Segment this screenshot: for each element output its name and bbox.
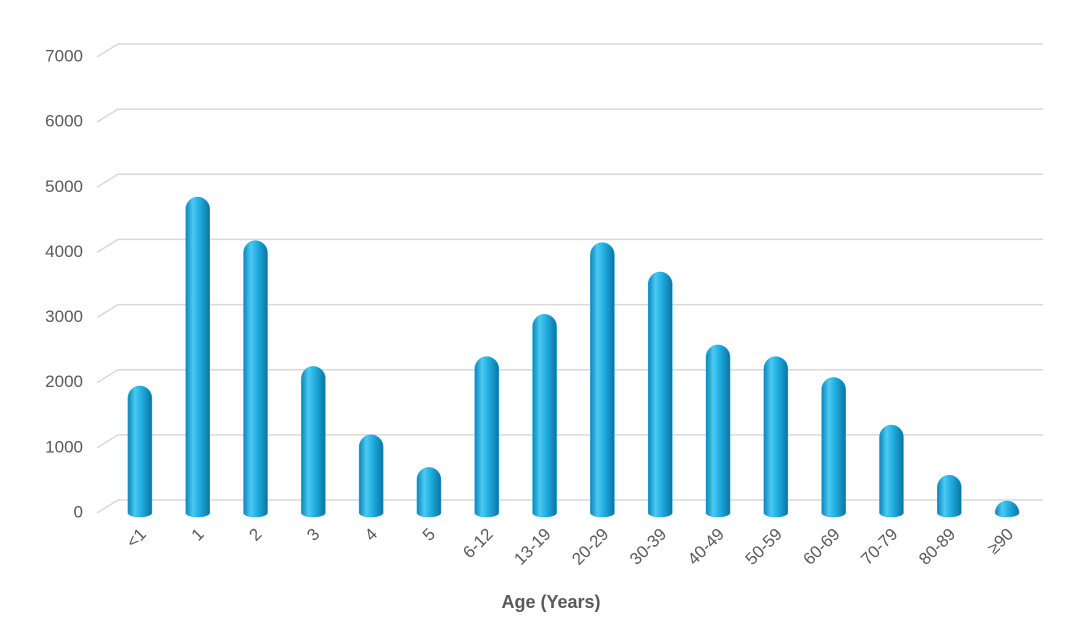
grid-line bbox=[96, 108, 119, 123]
x-tick-label: 6-12 bbox=[459, 525, 496, 562]
bar bbox=[994, 501, 1020, 518]
bar bbox=[301, 366, 326, 518]
grid-line bbox=[96, 173, 119, 188]
y-tick-label: 2000 bbox=[45, 372, 83, 391]
y-tick-label: 7000 bbox=[45, 46, 83, 65]
y-tick-label: 5000 bbox=[45, 177, 83, 196]
bar bbox=[821, 377, 846, 518]
y-tick-label: 6000 bbox=[45, 112, 83, 131]
x-tick-label: 13-19 bbox=[510, 525, 554, 569]
x-tick-label: 80-89 bbox=[915, 525, 959, 569]
bar bbox=[763, 356, 789, 518]
x-tick-label: 1 bbox=[188, 525, 208, 545]
grid-line bbox=[96, 238, 119, 254]
grid-line bbox=[96, 499, 119, 514]
bar bbox=[879, 424, 904, 518]
x-tick-label: 3 bbox=[303, 525, 323, 545]
bar bbox=[127, 385, 153, 518]
grid-line bbox=[96, 43, 119, 58]
grid-line bbox=[96, 434, 119, 449]
x-tick-label: 30-39 bbox=[626, 525, 670, 569]
x-tick-label: <1 bbox=[123, 525, 150, 552]
bar bbox=[647, 271, 673, 518]
y-tick-label: 3000 bbox=[45, 307, 83, 326]
x-tick-label: 60-69 bbox=[799, 525, 843, 569]
x-tick-label: 40-49 bbox=[684, 525, 728, 569]
y-tick-label: 4000 bbox=[45, 242, 83, 261]
bar bbox=[705, 344, 731, 518]
bar bbox=[937, 474, 962, 518]
y-tick-label: 0 bbox=[74, 502, 83, 521]
x-tick-label: 70-79 bbox=[857, 525, 901, 569]
grid-line bbox=[96, 369, 119, 384]
bar bbox=[416, 467, 442, 518]
x-axis-title: Age (Years) bbox=[501, 592, 600, 612]
x-tick-label: 2 bbox=[245, 525, 265, 545]
bar bbox=[185, 196, 210, 518]
y-tick-label: 1000 bbox=[45, 437, 83, 456]
x-tick-label: ≥90 bbox=[984, 525, 1017, 558]
bar bbox=[532, 314, 557, 518]
bar bbox=[358, 434, 384, 518]
x-tick-label: 5 bbox=[419, 525, 439, 545]
grid-line bbox=[96, 303, 119, 319]
bar bbox=[243, 240, 268, 518]
x-tick-label: 20-29 bbox=[568, 525, 612, 569]
x-tick-label: 4 bbox=[361, 525, 381, 545]
x-tick-label: 50-59 bbox=[742, 525, 786, 569]
bar bbox=[474, 356, 500, 518]
bar bbox=[590, 242, 615, 518]
